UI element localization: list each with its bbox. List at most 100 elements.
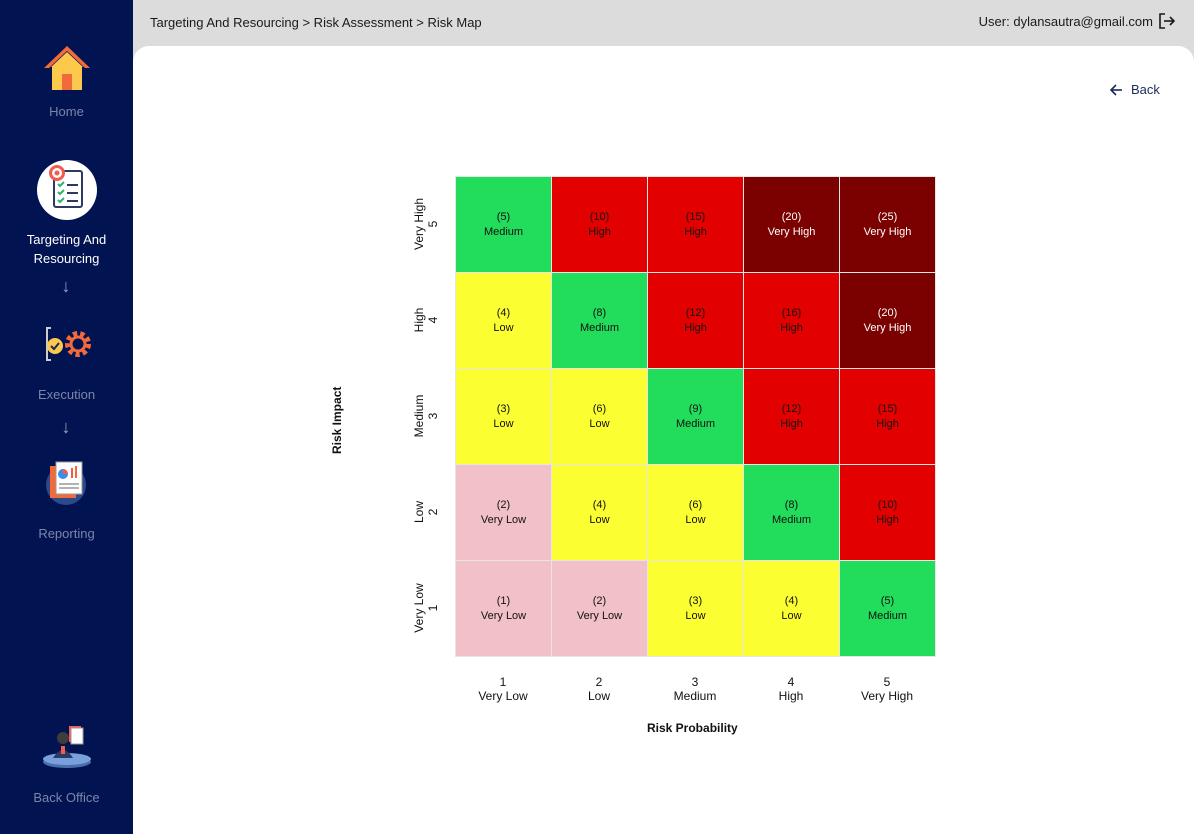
- back-label: Back: [1131, 82, 1160, 97]
- cell-level: Medium: [771, 514, 812, 526]
- arrow-down-icon: ↓: [61, 417, 71, 437]
- cell-level: Medium: [867, 610, 908, 622]
- cell-level: Very High: [767, 226, 816, 238]
- cell-level: High: [684, 226, 707, 238]
- cell-score: (10): [589, 211, 610, 223]
- cell-level: Low: [685, 610, 706, 622]
- x-tick-num: 3: [691, 675, 699, 689]
- cell-score: (9): [688, 403, 703, 415]
- cell-level: Low: [589, 514, 610, 526]
- cell-score: (4): [784, 595, 799, 607]
- sidebar-item-execution[interactable]: Execution: [0, 324, 133, 402]
- sidebar-item-home[interactable]: Home: [0, 44, 133, 119]
- matrix-cell: (8) Medium: [552, 273, 647, 368]
- report-icon: [45, 461, 86, 505]
- x-tick-name: Very Low: [478, 689, 528, 703]
- x-tick-label: 1 Very Low: [455, 675, 551, 703]
- execution-icon: [45, 327, 91, 361]
- cell-score: (15): [685, 211, 706, 223]
- cell-score: (3): [688, 595, 703, 607]
- y-tick-label: Low 2: [412, 467, 440, 557]
- matrix-cell: (8) Medium: [744, 465, 839, 560]
- cell-level: Low: [781, 610, 802, 622]
- cell-score: (25): [877, 211, 898, 223]
- cell-level: Very Low: [480, 514, 527, 526]
- cell-score: (20): [781, 211, 802, 223]
- matrix-cell: (15) High: [648, 177, 743, 272]
- cell-level: Low: [493, 322, 514, 334]
- y-tick-label: Medium 3: [412, 371, 440, 461]
- cell-level: Very Low: [576, 610, 623, 622]
- sidebar-item-label: Reporting: [38, 526, 95, 541]
- matrix-cell: (5) Medium: [840, 561, 935, 656]
- arrow-down-icon: ↓: [61, 276, 71, 296]
- y-tick-name: Medium: [412, 394, 426, 438]
- matrix-cell: (15) High: [840, 369, 935, 464]
- cell-level: Very High: [863, 226, 912, 238]
- matrix-cell: (4) Low: [552, 465, 647, 560]
- cell-score: (6): [592, 403, 607, 415]
- y-tick-label: Very Low 1: [412, 563, 440, 653]
- cell-level: High: [876, 514, 899, 526]
- y-tick-name: Very Low: [412, 583, 426, 633]
- sidebar-item-reporting[interactable]: Reporting: [0, 460, 133, 541]
- back-office-icon: [42, 726, 91, 768]
- y-tick-label: Very High 5: [412, 179, 440, 269]
- matrix-cell: (10) High: [552, 177, 647, 272]
- matrix-cell: (5) Medium: [456, 177, 551, 272]
- cell-level: Medium: [579, 322, 620, 334]
- main-content: Back (5) Medium (10) High (15) High (20) Very H…: [133, 46, 1194, 834]
- cell-level: Very Low: [480, 610, 527, 622]
- matrix-cell: (1) Very Low: [456, 561, 551, 656]
- matrix-cell: (4) Low: [456, 273, 551, 368]
- matrix-cell: (20) Very High: [744, 177, 839, 272]
- x-tick-label: 4 High: [743, 675, 839, 703]
- sidebar-item-label: Execution: [37, 387, 96, 402]
- back-button[interactable]: Back: [1109, 82, 1160, 97]
- user-email: User: dylansautra@gmail.com: [978, 14, 1153, 29]
- cell-score: (1): [496, 595, 511, 607]
- cell-score: (10): [877, 499, 898, 511]
- matrix-cell: (3) Low: [456, 369, 551, 464]
- matrix-cell: (9) Medium: [648, 369, 743, 464]
- matrix-cell: (10) High: [840, 465, 935, 560]
- x-tick-num: 2: [595, 675, 603, 689]
- matrix-cell: (20) Very High: [840, 273, 935, 368]
- sidebar-item-label: Back Office: [33, 790, 100, 805]
- cell-score: (3): [496, 403, 511, 415]
- cell-score: (20): [877, 307, 898, 319]
- matrix-cell: (6) Low: [552, 369, 647, 464]
- sidebar-item-back-office[interactable]: Back Office: [0, 722, 133, 805]
- cell-score: (4): [496, 307, 511, 319]
- sidebar-item-targeting[interactable]: Targeting And Resourcing: [0, 160, 133, 268]
- cell-level: High: [780, 418, 803, 430]
- y-tick-num: 2: [426, 508, 440, 516]
- x-tick-name: Medium: [673, 689, 717, 703]
- arrow-left-icon: [1109, 83, 1122, 96]
- cell-level: Low: [493, 418, 514, 430]
- home-icon: [43, 46, 90, 90]
- x-tick-label: 2 Low: [551, 675, 647, 703]
- targeting-icon: [36, 160, 97, 220]
- cell-level: Low: [685, 514, 706, 526]
- cell-score: (15): [877, 403, 898, 415]
- matrix-cell: (25) Very High: [840, 177, 935, 272]
- cell-score: (2): [592, 595, 607, 607]
- sidebar: Home Targeting And Resourcing ↓: [0, 0, 133, 834]
- matrix-cell: (2) Very Low: [552, 561, 647, 656]
- matrix-cell: (6) Low: [648, 465, 743, 560]
- logout-icon[interactable]: [1158, 12, 1176, 30]
- sidebar-item-label: Targeting And Resourcing: [26, 232, 107, 266]
- cell-score: (6): [688, 499, 703, 511]
- x-tick-num: 4: [787, 675, 795, 689]
- x-tick-name: Low: [587, 689, 610, 703]
- x-tick-name: Very High: [860, 689, 914, 703]
- y-tick-name: Very High: [412, 197, 426, 251]
- cell-score: (2): [496, 499, 511, 511]
- cell-level: High: [780, 322, 803, 334]
- cell-level: Very High: [863, 322, 912, 334]
- x-tick-num: 1: [499, 675, 507, 689]
- cell-level: Medium: [483, 226, 524, 238]
- cell-level: Low: [589, 418, 610, 430]
- x-tick-num: 5: [883, 675, 891, 689]
